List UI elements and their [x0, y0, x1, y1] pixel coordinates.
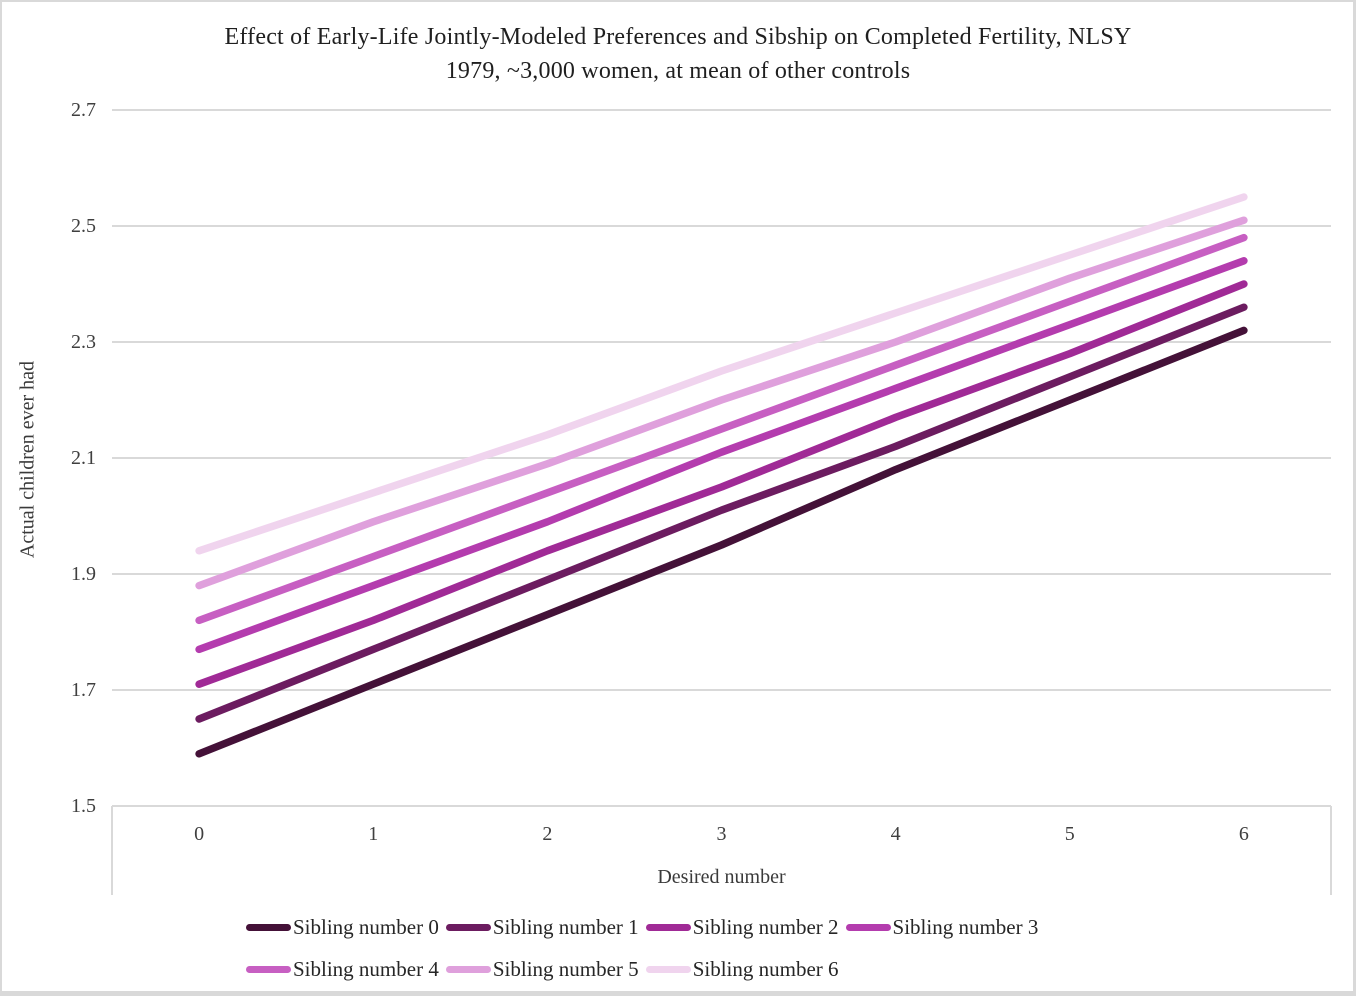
y-gridline: [112, 689, 1331, 691]
series-line-1: [195, 303, 1248, 723]
series-line-0: [195, 326, 1248, 758]
x-tick-label: 3: [716, 823, 727, 845]
legend-label: Sibling number 5: [492, 956, 639, 981]
legend-swatch-icon: [246, 965, 291, 973]
legend-item-4[interactable]: Sibling number 4: [246, 957, 439, 982]
y-gridline: [112, 225, 1331, 227]
series-line-6: [195, 193, 1248, 555]
legend-swatch-icon: [645, 923, 691, 931]
legend-item-0[interactable]: Sibling number 0: [246, 915, 439, 940]
series-line-2: [195, 280, 1248, 688]
legend-label: Sibling number 4: [293, 956, 439, 981]
y-tick-label: 2.7: [71, 99, 96, 121]
y-tick-label: 1.9: [71, 563, 96, 585]
y-tick-label: 2.1: [71, 447, 96, 469]
axis-stub-right: [1330, 806, 1332, 895]
legend-label: Sibling number 1: [492, 914, 639, 939]
y-gridline: [112, 457, 1331, 459]
legend-item-2[interactable]: Sibling number 2: [645, 914, 839, 940]
legend-label: Sibling number 6: [692, 956, 839, 981]
legend-swatch-icon: [645, 965, 691, 973]
legend-label: Sibling number 2: [692, 914, 839, 939]
x-tick-label: 5: [1064, 823, 1075, 845]
y-tick-label: 1.7: [71, 679, 96, 701]
x-axis-line: [112, 805, 1331, 807]
legend: Sibling number 0 Sibling number 1 Sibling …: [246, 906, 1045, 990]
y-gridline: [112, 341, 1331, 343]
x-tick-label: 4: [890, 823, 901, 845]
series-line-5: [195, 216, 1248, 590]
y-tick-label: 1.5: [71, 795, 96, 817]
legend-swatch-icon: [445, 923, 491, 931]
legend-label: Sibling number 3: [892, 914, 1039, 939]
y-gridline: [112, 109, 1331, 111]
axis-stub-left: [111, 806, 113, 895]
legend-row-1: Sibling number 0 Sibling number 1 Sibling …: [246, 906, 1045, 948]
y-tick-label: 2.5: [71, 215, 96, 237]
legend-item-5[interactable]: Sibling number 5: [445, 956, 639, 982]
legend-item-1[interactable]: Sibling number 1: [445, 914, 639, 940]
chart-title-line-1: Effect of Early-Life Jointly-Modeled Pre…: [224, 24, 1132, 50]
legend-row-2: Sibling number 4 Sibling number 5 Sibling …: [246, 948, 1045, 990]
y-gridline: [112, 573, 1331, 575]
legend-item-6[interactable]: Sibling number 6: [645, 956, 839, 982]
x-tick-label: 1: [368, 823, 379, 845]
chart-title: Effect of Early-Life Jointly-Modeled Pre…: [0, 20, 1356, 88]
y-tick-label: 2.3: [71, 331, 96, 353]
legend-swatch-icon: [445, 965, 491, 973]
x-tick-label: 6: [1238, 823, 1249, 845]
series-line-3: [195, 257, 1248, 654]
legend-swatch-icon: [246, 923, 291, 931]
chart-title-line-2: 1979, ~3,000 women, at mean of other con…: [445, 58, 911, 84]
series-line-4: [195, 233, 1248, 625]
legend-swatch-icon: [845, 923, 891, 931]
legend-label: Sibling number 0: [293, 914, 439, 939]
x-axis-title: Desired number: [657, 866, 786, 888]
legend-item-3[interactable]: Sibling number 3: [845, 914, 1039, 940]
x-tick-label: 2: [542, 823, 553, 845]
x-tick-label: 0: [194, 823, 205, 845]
